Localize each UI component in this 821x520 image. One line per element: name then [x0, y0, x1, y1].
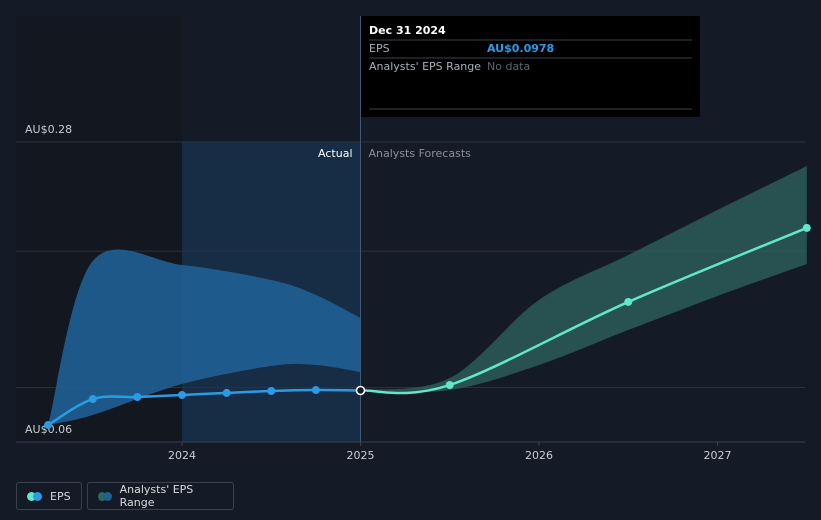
eps-point [178, 390, 187, 399]
eps-point [222, 388, 231, 397]
legend-dot [27, 491, 36, 501]
tooltip-value: No data [487, 60, 530, 73]
legend-dot [33, 491, 42, 501]
tooltip-key: EPS [369, 42, 390, 55]
forecast-label: Analysts Forecasts [369, 147, 472, 160]
tooltip-date: Dec 31 2024 [369, 24, 446, 37]
eps-point [44, 420, 53, 429]
eps-point [624, 297, 633, 306]
tooltip-value: AU$0.0978 [487, 42, 554, 55]
legend-eps[interactable]: EPS [16, 482, 82, 510]
eps-point [267, 387, 276, 395]
tooltip: Dec 31 2024 EPS AU$0.0978 Analysts' EPS Ran… [361, 16, 700, 117]
eps-line-forecast [360, 226, 808, 395]
eps-point [133, 393, 142, 401]
legend-label: Analysts' EPS Range [119, 483, 194, 509]
x-tick-label: 2027 [704, 449, 732, 462]
range-band [48, 249, 361, 425]
y-tick-label: AU$0.28 [25, 123, 72, 136]
eps-point [311, 386, 320, 395]
eps-point [445, 381, 454, 389]
eps-point [88, 395, 97, 404]
legend-dot [103, 491, 112, 501]
chart: AU$0.06 AU$0.28 2024 2025 2026 2027 Actual Anal… [16, 16, 811, 462]
actual-label: Actual [318, 147, 352, 160]
tooltip-key: Analysts' EPS Range [369, 60, 481, 73]
range-band [360, 166, 807, 392]
tooltip-box [361, 16, 700, 117]
legend-label: EPS [50, 489, 71, 503]
x-tick-label: 2026 [525, 449, 553, 462]
legend-range[interactable]: Analysts' EPS Range [87, 482, 234, 510]
eps-point [355, 385, 366, 396]
x-tick-label: 2024 [168, 449, 196, 462]
eps-point [802, 223, 811, 232]
x-tick-label: 2025 [347, 449, 375, 462]
y-tick-label: AU$0.06 [25, 423, 72, 436]
